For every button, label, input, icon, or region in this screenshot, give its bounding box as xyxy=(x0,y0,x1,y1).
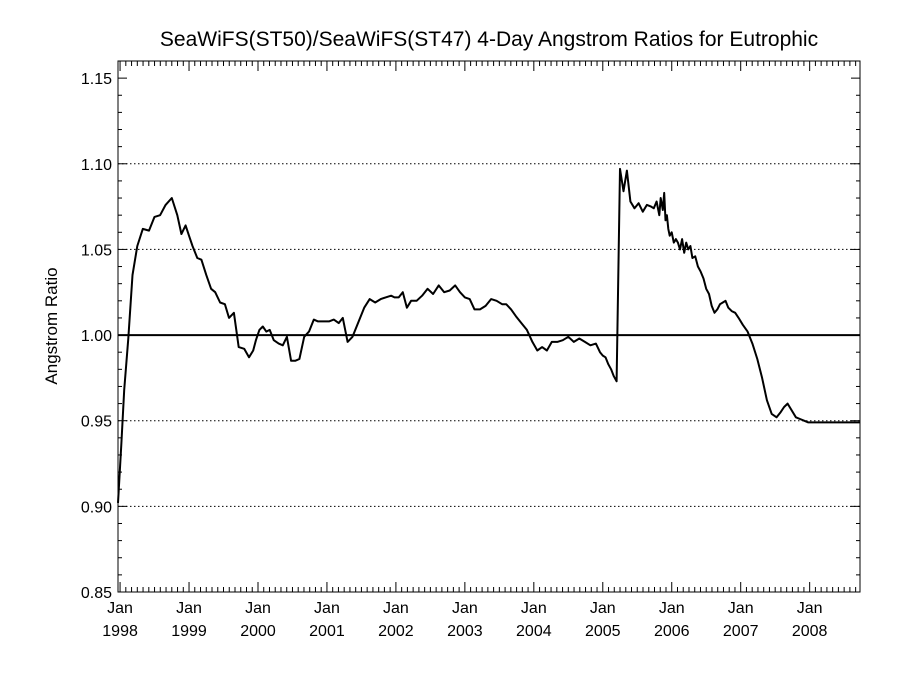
y-tick-label: 1.00 xyxy=(81,328,112,345)
x-tick-label-year: 2004 xyxy=(516,623,552,640)
y-tick-label: 1.15 xyxy=(81,71,112,88)
x-tick-label-month: Jan xyxy=(314,600,340,617)
x-tick-label-year: 2007 xyxy=(723,623,759,640)
y-tick-label: 1.05 xyxy=(81,242,112,259)
x-tick-label-year: 2000 xyxy=(240,623,276,640)
chart-title: SeaWiFS(ST50)/SeaWiFS(ST47) 4-Day Angstr… xyxy=(159,28,819,51)
x-tick-label-year: 1998 xyxy=(102,623,138,640)
x-tick-label-year: 2005 xyxy=(585,623,621,640)
x-tick-label-year: 2003 xyxy=(447,623,483,640)
y-tick-label: 0.90 xyxy=(81,499,112,516)
x-tick-label-year: 2006 xyxy=(654,623,690,640)
x-tick-label-month: Jan xyxy=(797,600,823,617)
plot-frame xyxy=(117,60,861,593)
x-tick-label-year: 2001 xyxy=(309,623,345,640)
x-tick-label-month: Jan xyxy=(728,600,754,617)
x-tick-label-month: Jan xyxy=(245,600,271,617)
x-tick-label-year: 2008 xyxy=(792,623,828,640)
x-tick-label-month: Jan xyxy=(176,600,202,617)
y-tick-label: 0.95 xyxy=(81,414,112,431)
x-tick-label-month: Jan xyxy=(659,600,685,617)
y-tick-label: 1.10 xyxy=(81,157,112,174)
x-tick-label-month: Jan xyxy=(521,600,547,617)
x-tick-label-month: Jan xyxy=(590,600,616,617)
x-tick-label-month: Jan xyxy=(452,600,478,617)
x-tick-label-year: 2002 xyxy=(378,623,414,640)
x-tick-label-month: Jan xyxy=(383,600,409,617)
y-tick-label: 0.85 xyxy=(81,585,112,602)
series-line xyxy=(117,167,860,503)
x-tick-label-month: Jan xyxy=(107,600,133,617)
x-tick-label-year: 1999 xyxy=(171,623,207,640)
